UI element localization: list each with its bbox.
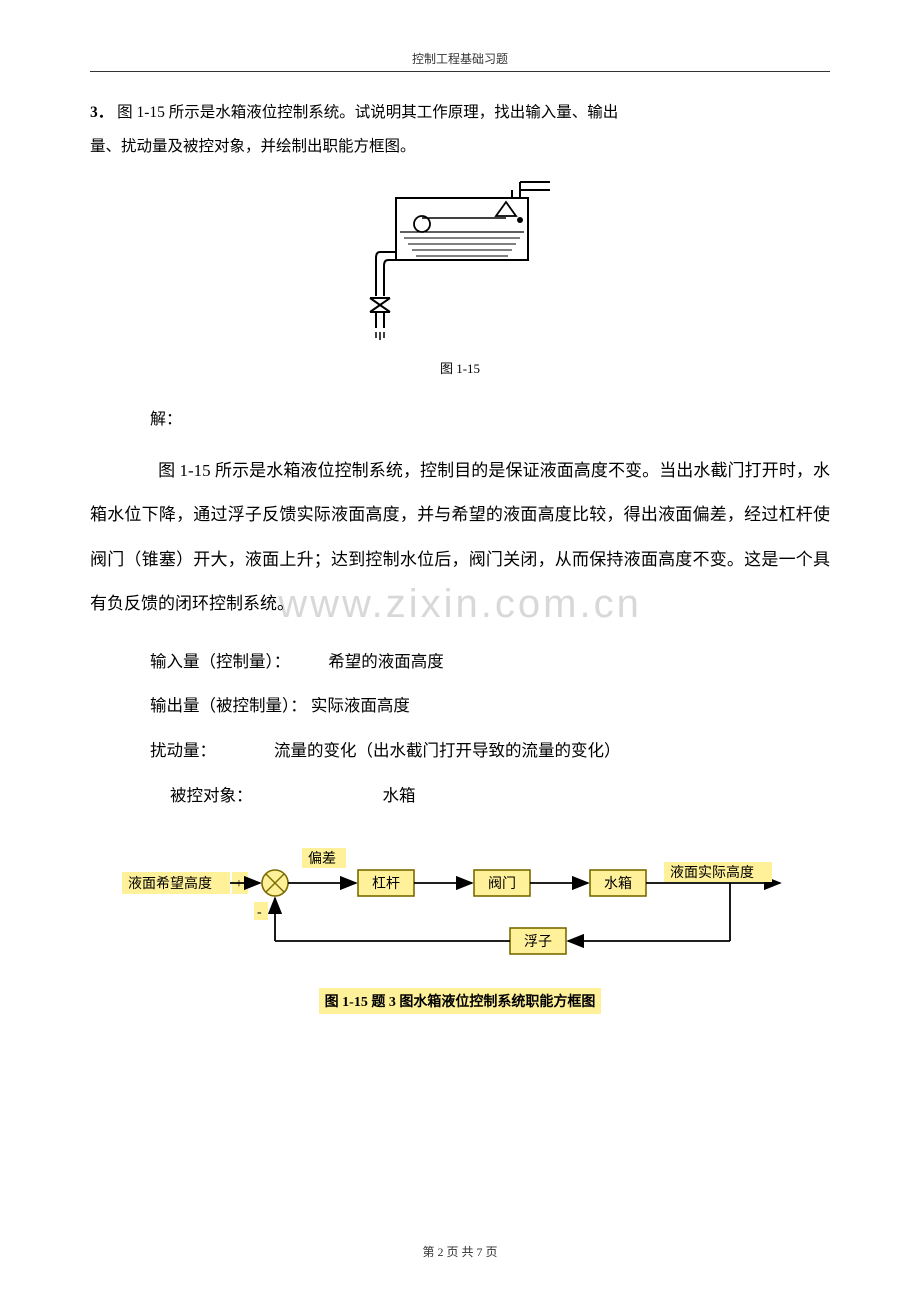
kv-disturb: 扰动量： 流量的变化（出水截门打开导致的流量的变化） [150,729,830,774]
bd-output-label: 液面实际高度 [670,864,754,881]
fig2-caption: 图 1-15 题 3 图水箱液位控制系统职能方框图 [90,988,830,1014]
kv-disturb-k: 扰动量： [150,741,216,760]
kv-input: 输入量（控制量）： 希望的液面高度 [150,640,830,685]
kv-input-k: 输入量（控制量）： [150,652,290,671]
block-diagram: 液面希望高度 + - 偏差 杠杆 阀门 [90,830,830,970]
question-paragraph: 3． 图 1-15 所示是水箱液位控制系统。试说明其工作原理，找出输入量、输出 … [90,96,830,164]
question-number: 3． [90,104,113,121]
kv-output: 输出量（被控制量）： 实际液面高度 [150,684,830,729]
bd-valve: 阀门 [488,876,516,892]
tank-schematic [90,176,830,352]
bd-input-label: 液面希望高度 [128,875,212,892]
bd-plus: + [235,877,243,892]
fig1-caption: 图 1-15 [90,358,830,377]
page-footer: 第 2 页 共 7 页 [0,1243,920,1260]
page-header: 控制工程基础习题 [90,50,830,67]
kv-output-v: 实际液面高度 [311,696,410,715]
kv-input-v: 希望的液面高度 [328,652,444,671]
bd-tank: 水箱 [604,876,632,892]
kv-plant-v: 水箱 [383,786,416,805]
header-rule [90,71,830,72]
answer-body-text: 图 1-15 所示是水箱液位控制系统，控制目的是保证液面高度不变。当出水截门打开… [90,461,830,613]
bd-float: 浮子 [524,934,552,950]
answer-label: 解： [150,405,830,429]
kv-plant-k: 被控对象： [170,786,253,805]
kv-output-k: 输出量（被控制量）： [150,696,307,715]
kv-plant: 被控对象： 水箱 [170,774,830,819]
tank-svg [350,176,570,352]
question-text-1: 图 1-15 所示是水箱液位控制系统。试说明其工作原理，找出输入量、输出 [117,104,618,121]
bd-error-label: 偏差 [308,851,336,867]
bd-minus: - [257,905,262,920]
question-text-2: 量、扰动量及被控对象，并绘制出职能方框图。 [90,138,416,155]
answer-body: 图 1-15 所示是水箱液位控制系统，控制目的是保证液面高度不变。当出水截门打开… [90,449,830,626]
bd-lever: 杠杆 [372,876,400,892]
block-diagram-svg: 液面希望高度 + - 偏差 杠杆 阀门 [120,830,800,970]
fig2-caption-text: 图 1-15 题 3 图水箱液位控制系统职能方框图 [319,988,602,1014]
kv-disturb-v: 流量的变化（出水截门打开导致的流量的变化） [274,741,621,760]
